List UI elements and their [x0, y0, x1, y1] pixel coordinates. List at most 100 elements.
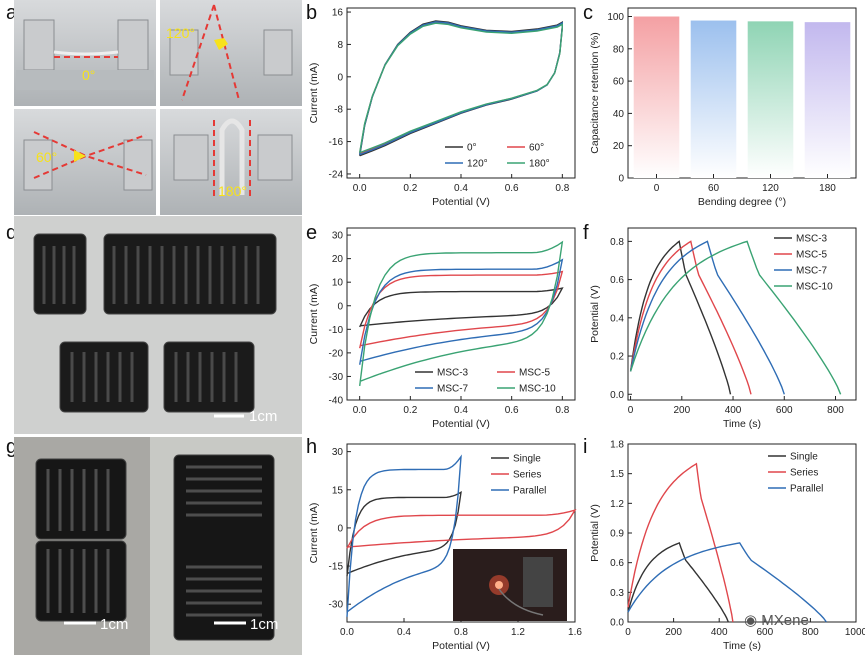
legend-label: Parallel [790, 484, 823, 495]
series-line [359, 20, 563, 157]
y-axis-label: Current (mA) [308, 284, 320, 345]
angle-label-0: 0° [82, 67, 95, 83]
x-tick-label: 0.6 [505, 183, 519, 194]
x-tick-label: 0 [628, 405, 634, 416]
legend-label: MSC-10 [796, 282, 833, 293]
y-tick-label: 40 [613, 109, 625, 120]
x-tick-label: 0.4 [397, 627, 411, 638]
chart-f-gcd: 0 200 400 600 800 0.0 0.2 0.4 0.6 0.8 Time (s) Pote… [589, 227, 857, 430]
x-axis-label: Bending degree (°) [698, 196, 786, 208]
y-tick-label: 0.6 [610, 558, 624, 569]
legend-label: Single [790, 452, 818, 463]
y-tick-label: 0.0 [610, 390, 624, 401]
legend-label: MSC-7 [437, 384, 469, 395]
y-tick-label: 60 [613, 77, 625, 88]
x-tick-label: 60 [708, 183, 720, 194]
x-tick-label: 120 [762, 183, 779, 194]
legend-label: MSC-5 [519, 368, 551, 379]
chart-e-cv: 0.0 0.2 0.4 0.6 0.8 -40 -30 -20 -10 0 10 20 30 Potent… [308, 227, 576, 430]
y-tick-label: 0.2 [610, 352, 624, 363]
y-tick-label: 30 [332, 447, 344, 458]
x-tick-label: 180 [819, 183, 836, 194]
y-tick-label: 16 [332, 8, 344, 19]
y-tick-label: -20 [329, 348, 344, 359]
y-tick-label: 1.5 [610, 469, 624, 480]
y-tick-label: -16 [329, 137, 344, 148]
scale-label-g-right: 1cm [250, 616, 278, 633]
photo-bent-120deg: 120° [160, 0, 302, 106]
bar [747, 21, 794, 178]
y-tick-label: 8 [337, 40, 343, 51]
y-tick-label: 0.4 [610, 313, 624, 324]
y-axis-label: Potential (V) [589, 504, 601, 562]
x-tick-label: 1.6 [568, 627, 582, 638]
series-line [359, 258, 564, 365]
legend-label: 60° [529, 143, 544, 154]
x-axis-label: Potential (V) [432, 640, 490, 652]
plot-frame [627, 227, 857, 401]
y-tick-label: -8 [334, 105, 343, 116]
y-tick-label: 20 [613, 141, 625, 152]
panel-label-a: a [6, 2, 18, 24]
legend-label: 180° [529, 159, 550, 170]
x-axis-label: Time (s) [723, 640, 761, 652]
y-tick-label: -24 [329, 169, 344, 180]
series-line [359, 21, 563, 155]
x-tick-label: 0.8 [555, 183, 569, 194]
panel-label-i: i [583, 436, 588, 458]
panel-label-c: c [583, 2, 593, 24]
bending-photo-grid: 0° 120° 60° 180° [14, 0, 302, 215]
y-tick-label: 0.9 [610, 529, 624, 540]
x-tick-label: 0.0 [353, 405, 367, 416]
y-tick-label: 0 [337, 301, 343, 312]
x-tick-label: 0.8 [555, 405, 569, 416]
legend-label: Series [513, 470, 541, 481]
legend-label: MSC-7 [796, 266, 828, 277]
panel-label-g: g [6, 436, 18, 458]
bar [690, 20, 737, 178]
legend-label: Parallel [513, 486, 546, 497]
x-tick-label: 0.2 [403, 405, 417, 416]
y-tick-label: 15 [332, 485, 344, 496]
y-tick-label: 0 [618, 174, 624, 185]
series-line [627, 542, 827, 623]
legend-label: 120° [467, 159, 488, 170]
x-tick-label: 0.2 [403, 183, 417, 194]
y-axis-label: Capacitance retention (%) [589, 32, 601, 153]
legend-label: MSC-5 [796, 250, 828, 261]
y-tick-label: -30 [329, 600, 344, 611]
y-tick-label: 100 [607, 12, 624, 23]
x-tick-label: 800 [827, 405, 844, 416]
y-axis-label: Current (mA) [308, 503, 320, 564]
x-tick-label: 600 [756, 627, 773, 638]
series-line [359, 287, 564, 328]
chart-i-connections-gcd: 0 200 400 600 800 1000 0.0 0.3 0.6 0.9 1.2 1.5 1.8 Ti… [589, 440, 865, 653]
y-tick-label: 1.8 [610, 440, 624, 451]
x-tick-label: 0 [654, 183, 660, 194]
x-axis-label: Time (s) [723, 418, 761, 430]
series-line [629, 240, 752, 395]
series-line [627, 462, 734, 623]
x-tick-label: 200 [665, 627, 682, 638]
y-tick-label: 20 [332, 254, 344, 265]
legend-label: Series [790, 468, 818, 479]
y-axis-label: Current (mA) [308, 63, 320, 124]
photo-flat-0deg: 0° [14, 0, 156, 106]
angle-label-60: 60° [36, 149, 57, 165]
device-photo-connections: 1cm 1cm [14, 437, 302, 655]
series-line [346, 491, 462, 577]
legend-label: MSC-3 [437, 368, 469, 379]
y-tick-label: -15 [329, 562, 344, 573]
series-line [359, 240, 564, 386]
led-inset-photo [453, 549, 567, 621]
series-line [629, 240, 732, 395]
x-tick-label: 1.2 [511, 627, 525, 638]
x-tick-label: 0.4 [454, 183, 468, 194]
panel-label-f: f [583, 222, 589, 244]
photo-bent-60deg: 60° [14, 109, 156, 215]
series-line [627, 541, 729, 623]
x-tick-label: 400 [725, 405, 742, 416]
x-tick-label: 0 [625, 627, 631, 638]
x-tick-label: 0.4 [454, 405, 468, 416]
y-tick-label: 30 [332, 231, 344, 242]
